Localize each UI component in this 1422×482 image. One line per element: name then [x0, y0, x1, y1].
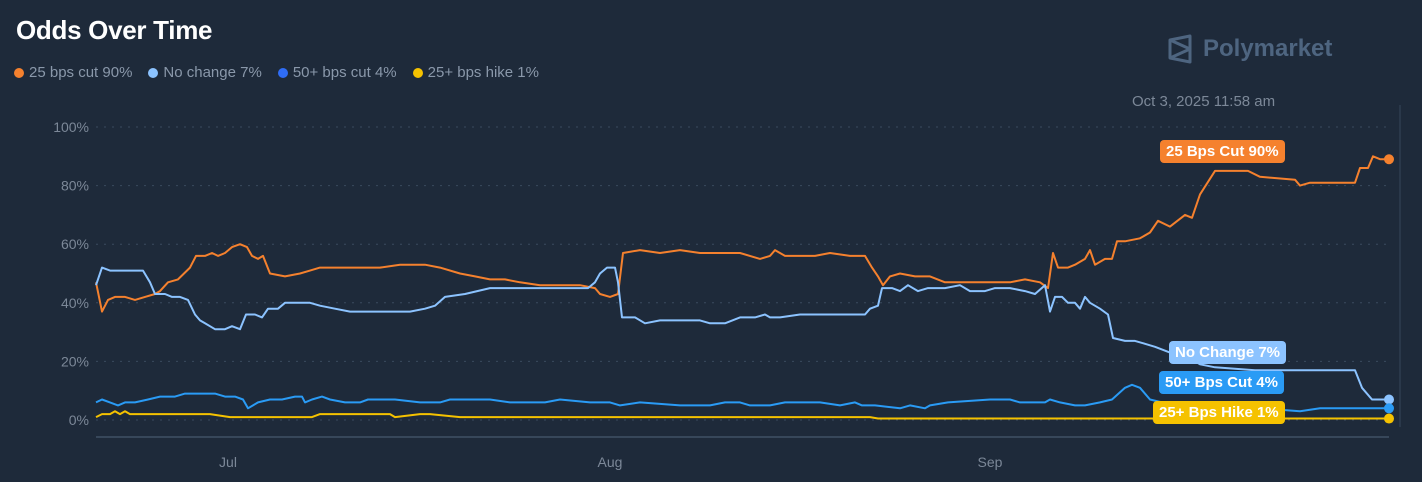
series-line — [95, 383, 1389, 413]
tag-no-change: No Change 7% — [1169, 341, 1287, 364]
series-lines — [95, 155, 1389, 420]
hover-timestamp: Oct 3, 2025 11:58 am — [1132, 93, 1276, 110]
endpoint-dot-icon — [1384, 413, 1394, 424]
chart-title: Odds Over Time — [16, 15, 213, 45]
x-tick-label: Sep — [978, 454, 1003, 470]
legend-label: No change 7% — [163, 64, 262, 81]
legend-label: 25+ bps hike 1% — [427, 64, 539, 81]
legend-dot-icon — [148, 67, 159, 78]
legend-label: 50+ bps cut 4% — [292, 64, 397, 81]
legend-item-no-change[interactable]: No change 7% — [148, 64, 262, 81]
y-tick-label: 60% — [61, 236, 89, 252]
legend-dot-icon — [277, 67, 288, 78]
y-tick-label: 20% — [61, 353, 89, 369]
legend-item-25-bps-hike[interactable]: 25+ bps hike 1% — [412, 64, 539, 81]
series-line — [95, 410, 1389, 420]
brand-name: Polymarket — [1203, 35, 1333, 62]
y-tick-label: 0% — [69, 412, 89, 428]
endpoint-dot-icon — [1384, 403, 1394, 414]
legend-item-25-bps-cut[interactable]: 25 bps cut 90% — [14, 64, 132, 81]
polymarket-icon — [1168, 34, 1192, 64]
legend-dot-icon — [412, 67, 423, 78]
x-tick-label: Jul — [219, 454, 237, 470]
series-endpoints — [1384, 154, 1394, 424]
legend-item-50-bps-cut[interactable]: 50+ bps cut 4% — [277, 64, 397, 81]
endpoint-dot-icon — [1384, 394, 1394, 405]
polymarket-logo: Polymarket — [1167, 34, 1332, 64]
series-line — [95, 155, 1389, 313]
y-tick-label: 40% — [61, 295, 89, 311]
y-tick-label: 100% — [53, 119, 89, 135]
tag-25-bps-hike: 25+ Bps Hike 1% — [1153, 401, 1285, 424]
x-tick-label: Aug — [598, 454, 623, 470]
legend: 25 bps cut 90% No change 7% 50+ bps cut … — [14, 64, 539, 81]
x-axis: Jul Aug Sep — [219, 454, 1003, 470]
endpoint-dot-icon — [1384, 154, 1394, 165]
legend-label: 25 bps cut 90% — [29, 64, 133, 81]
series-line — [95, 266, 1389, 401]
tag-50-bps-cut: 50+ Bps Cut 4% — [1159, 371, 1284, 394]
legend-dot-icon — [14, 67, 24, 78]
y-axis: 0% 20% 40% 60% 80% 100% — [53, 119, 89, 428]
y-tick-label: 80% — [61, 178, 89, 194]
tag-25-bps-cut: 25 Bps Cut 90% — [1160, 140, 1285, 163]
